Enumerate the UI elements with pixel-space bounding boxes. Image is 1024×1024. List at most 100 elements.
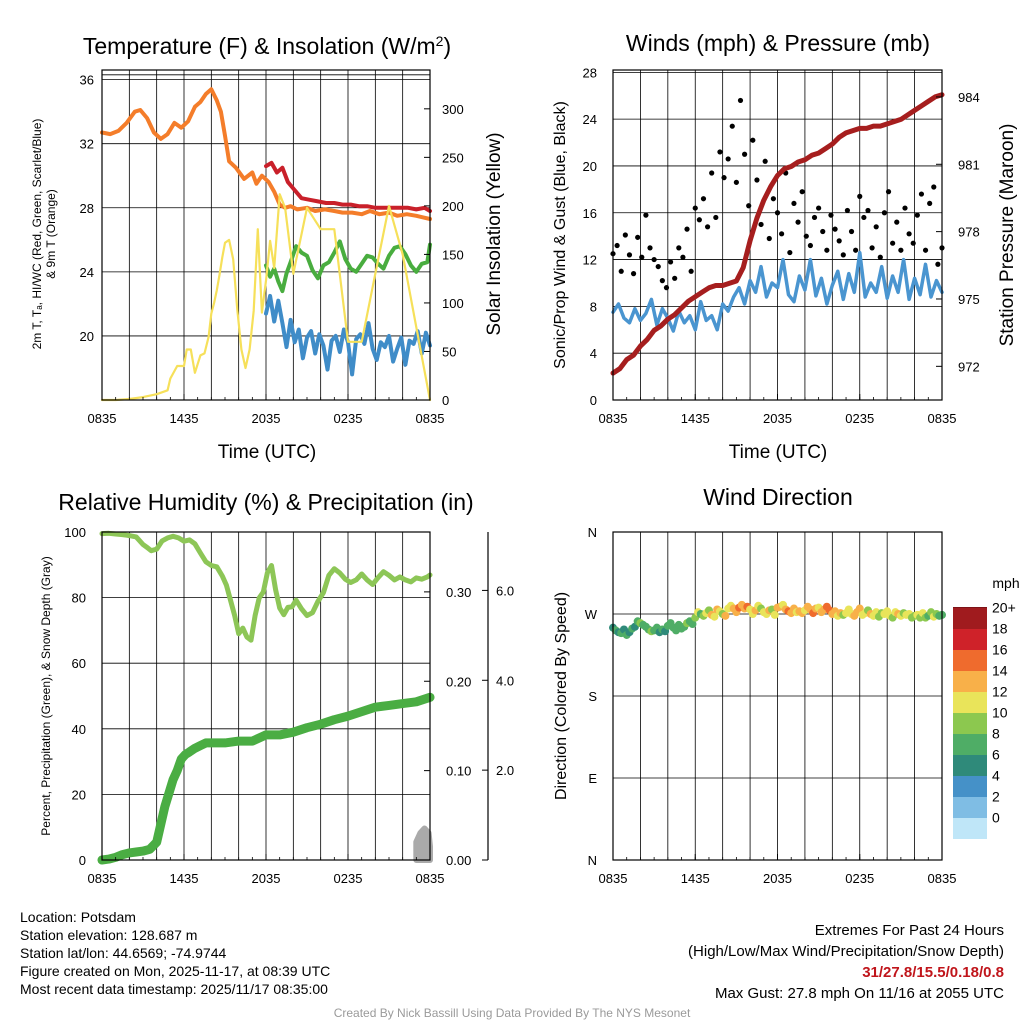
humidity-axes: 0835 1435 2035 0235 08350204060801000.000.10… bbox=[64, 525, 514, 886]
y2-tick-label: 100 bbox=[442, 296, 464, 311]
temperature-panel-title: Temperature (F) & Insolation (W/m2) bbox=[83, 33, 451, 59]
y-tick-label: 28 bbox=[80, 201, 94, 216]
series-line bbox=[100, 193, 432, 402]
gust-point bbox=[931, 184, 937, 190]
x-tick-label: 1435 bbox=[170, 871, 199, 886]
colorbar-swatch bbox=[953, 713, 987, 734]
humidity-panel: Relative Humidity (%) & Precipitation (i… bbox=[39, 489, 514, 886]
direction-point bbox=[710, 612, 719, 621]
gust-point bbox=[630, 271, 637, 277]
recent-timestamp: Most recent data timestamp: 2025/11/17 0… bbox=[20, 981, 328, 997]
y2-tick-label: 975 bbox=[958, 292, 980, 307]
y2-tick-label: 300 bbox=[442, 102, 464, 117]
max-gust: Max Gust: 27.8 mph On 11/16 at 2055 UTC bbox=[714, 985, 1004, 1002]
y-tick-label: 0 bbox=[79, 853, 86, 868]
temperature-series bbox=[100, 87, 432, 402]
gust-point bbox=[639, 254, 645, 260]
y2-tick-label: 0.10 bbox=[446, 764, 471, 779]
wind-direction-grid bbox=[613, 532, 942, 860]
series-line bbox=[264, 239, 432, 294]
winds-panel-title: Winds (mph) & Pressure (mb) bbox=[626, 30, 930, 56]
gust-point bbox=[704, 224, 711, 230]
gust-point bbox=[676, 245, 682, 251]
y-tick-label: 100 bbox=[64, 525, 86, 540]
station-location: Location: Potsdam bbox=[20, 909, 136, 925]
y2-tick-label: 972 bbox=[958, 359, 980, 374]
y2-tick-label: 0.30 bbox=[446, 585, 471, 600]
gust-point bbox=[643, 212, 649, 218]
y-tick-label: 36 bbox=[80, 73, 94, 88]
temperature-axes: 0835 1435 2035 0235 0835 20 24 28 32 36 0 50 100 150 2… bbox=[80, 69, 464, 426]
colorbar-label: 20+ bbox=[992, 600, 1016, 616]
gust-point bbox=[779, 231, 785, 237]
gust-point bbox=[717, 149, 723, 155]
x-tick-label: 0835 bbox=[416, 871, 445, 886]
colorbar-title: mph bbox=[992, 575, 1019, 591]
gust-point bbox=[828, 212, 834, 218]
gust-point bbox=[927, 200, 933, 207]
temperature-xlabel: Time (UTC) bbox=[218, 442, 317, 463]
y-tick-label: 4 bbox=[590, 346, 597, 361]
gust-point bbox=[906, 231, 912, 237]
wind-direction-ylabel: Direction (Colored By Speed) bbox=[553, 592, 570, 800]
gust-point bbox=[787, 249, 793, 256]
y2-tick-label: 150 bbox=[442, 247, 464, 262]
gust-point bbox=[742, 151, 748, 157]
series-line bbox=[99, 530, 433, 643]
gust-point bbox=[910, 240, 916, 246]
x-tick-label: 0835 bbox=[88, 871, 117, 886]
direction-point bbox=[688, 620, 697, 629]
winds-ylabel: Sonic/Prop Wind & Gust (Blue, Black) bbox=[552, 101, 569, 369]
gust-point bbox=[733, 179, 739, 185]
plot-frame bbox=[612, 531, 943, 861]
plot-frame bbox=[101, 531, 431, 861]
y2-tick-label: 0.20 bbox=[446, 674, 471, 689]
x-tick-label: 2035 bbox=[763, 871, 792, 886]
y-tick-label: 60 bbox=[72, 656, 86, 671]
gust-point bbox=[614, 242, 620, 249]
x-tick-label: 2035 bbox=[252, 871, 281, 886]
y-tick-label: 40 bbox=[72, 722, 86, 737]
gust-point bbox=[914, 212, 920, 218]
gust-point bbox=[795, 219, 801, 225]
gust-point bbox=[725, 156, 731, 162]
gust-point bbox=[873, 224, 879, 230]
gust-point bbox=[881, 210, 888, 216]
gust-point bbox=[729, 123, 735, 129]
series-line bbox=[100, 87, 432, 221]
gust-point bbox=[713, 214, 719, 221]
series-line bbox=[264, 160, 432, 213]
gust-point bbox=[647, 245, 653, 251]
y-tick-label: 16 bbox=[583, 206, 597, 221]
gust-point bbox=[684, 226, 690, 232]
gust-point bbox=[696, 217, 702, 223]
x-tick-label: 1435 bbox=[681, 411, 710, 426]
x-tick-label: 1435 bbox=[681, 871, 710, 886]
gust-point bbox=[626, 252, 633, 258]
gust-point bbox=[844, 207, 851, 214]
gust-point bbox=[836, 238, 842, 244]
y2-tick-label: 50 bbox=[442, 344, 456, 359]
gust-point bbox=[663, 285, 670, 291]
wind-direction-points bbox=[609, 600, 946, 639]
gust-point bbox=[885, 189, 892, 195]
gust-point bbox=[820, 228, 826, 235]
wind-direction-panel: Wind Direction Direction (Colored By Spe… bbox=[553, 484, 1020, 886]
y-tick-label: 0 bbox=[590, 393, 597, 408]
colorbar-label: 16 bbox=[992, 642, 1008, 658]
colorbar-swatch bbox=[953, 629, 987, 650]
x-tick-label: 2035 bbox=[763, 411, 792, 426]
gust-point bbox=[770, 196, 776, 202]
colorbar-label: 4 bbox=[992, 768, 1000, 784]
plot-frame bbox=[612, 69, 943, 401]
colorbar-swatch bbox=[953, 650, 987, 671]
gust-point bbox=[688, 268, 694, 274]
direction-point bbox=[770, 610, 779, 619]
gust-point bbox=[758, 221, 764, 228]
colorbar-label: 14 bbox=[992, 663, 1008, 679]
gust-point bbox=[824, 247, 830, 253]
series-line bbox=[97, 692, 435, 865]
y-tick-label: N bbox=[588, 853, 597, 868]
series-line bbox=[610, 92, 945, 376]
